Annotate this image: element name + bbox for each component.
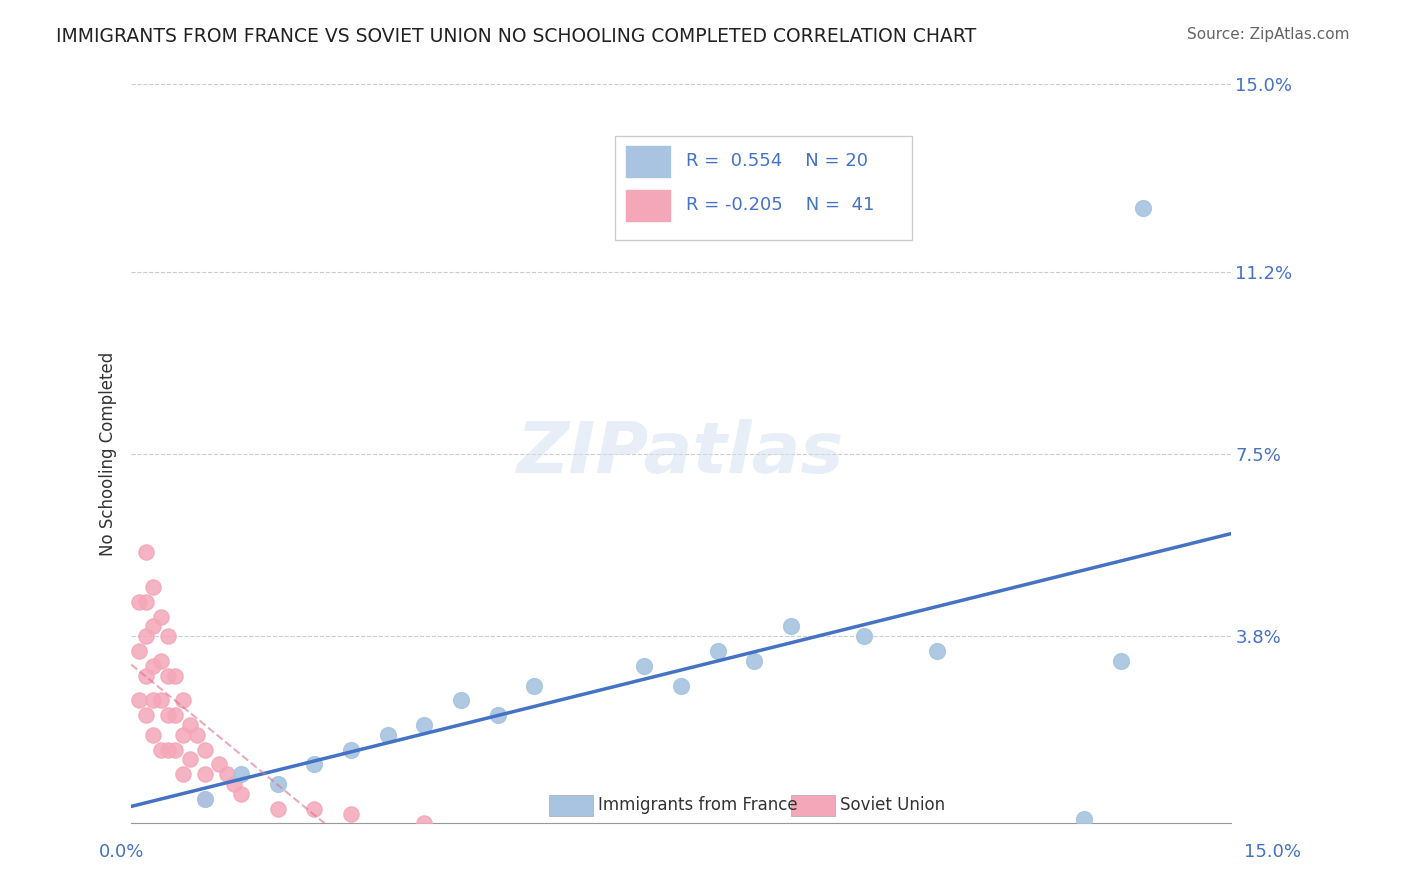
Point <box>179 752 201 766</box>
Point <box>156 629 179 643</box>
Text: R =  0.554    N = 20: R = 0.554 N = 20 <box>686 152 869 169</box>
Text: Immigrants from France: Immigrants from France <box>599 796 799 814</box>
Point <box>142 658 165 673</box>
Point <box>669 679 692 693</box>
Point <box>156 708 179 723</box>
Point <box>149 609 172 624</box>
Text: R = -0.205    N =  41: R = -0.205 N = 41 <box>686 196 875 214</box>
Point <box>742 654 765 668</box>
Text: 15.0%: 15.0% <box>1243 843 1301 861</box>
FancyBboxPatch shape <box>548 796 593 816</box>
FancyBboxPatch shape <box>790 796 835 816</box>
Point <box>193 767 215 781</box>
Point <box>165 708 187 723</box>
Point <box>231 767 253 781</box>
FancyBboxPatch shape <box>626 190 669 221</box>
Point <box>135 595 157 609</box>
Point <box>304 802 326 816</box>
Point <box>377 728 399 742</box>
Point <box>340 806 363 821</box>
Point <box>135 545 157 559</box>
Point <box>706 644 728 658</box>
Point <box>853 629 876 643</box>
Point <box>128 595 150 609</box>
Point <box>215 767 238 781</box>
Point <box>156 742 179 756</box>
FancyBboxPatch shape <box>626 145 669 177</box>
Point <box>633 658 655 673</box>
Point <box>142 728 165 742</box>
Point <box>1109 654 1132 668</box>
Point <box>267 777 290 791</box>
Point <box>1132 201 1154 215</box>
Point <box>165 668 187 682</box>
Point <box>193 792 215 806</box>
Point <box>172 767 194 781</box>
Point <box>267 802 290 816</box>
Point <box>142 619 165 633</box>
Point <box>135 629 157 643</box>
Point <box>304 757 326 772</box>
Point <box>222 777 245 791</box>
Point <box>413 718 436 732</box>
Text: IMMIGRANTS FROM FRANCE VS SOVIET UNION NO SCHOOLING COMPLETED CORRELATION CHART: IMMIGRANTS FROM FRANCE VS SOVIET UNION N… <box>56 27 977 45</box>
Point <box>340 742 363 756</box>
Point <box>142 580 165 594</box>
Point <box>128 693 150 707</box>
Point <box>193 792 215 806</box>
Point <box>231 787 253 801</box>
Point <box>135 668 157 682</box>
Point <box>1073 812 1095 826</box>
Point <box>156 668 179 682</box>
Point <box>149 654 172 668</box>
Point <box>186 728 208 742</box>
Text: Source: ZipAtlas.com: Source: ZipAtlas.com <box>1187 27 1350 42</box>
Text: Soviet Union: Soviet Union <box>841 796 945 814</box>
Point <box>779 619 801 633</box>
Point <box>523 679 546 693</box>
Text: ZIPatlas: ZIPatlas <box>517 419 845 489</box>
Point <box>193 742 215 756</box>
Point <box>135 708 157 723</box>
Text: 0.0%: 0.0% <box>98 843 143 861</box>
Point <box>149 693 172 707</box>
Point <box>172 728 194 742</box>
Point <box>142 693 165 707</box>
Point <box>179 718 201 732</box>
Point <box>172 693 194 707</box>
Point <box>128 644 150 658</box>
Point <box>208 757 231 772</box>
FancyBboxPatch shape <box>614 136 911 240</box>
Point <box>486 708 509 723</box>
Point <box>413 816 436 830</box>
Point <box>927 644 949 658</box>
Point <box>165 742 187 756</box>
Point <box>149 742 172 756</box>
Y-axis label: No Schooling Completed: No Schooling Completed <box>100 351 117 556</box>
Point <box>450 693 472 707</box>
